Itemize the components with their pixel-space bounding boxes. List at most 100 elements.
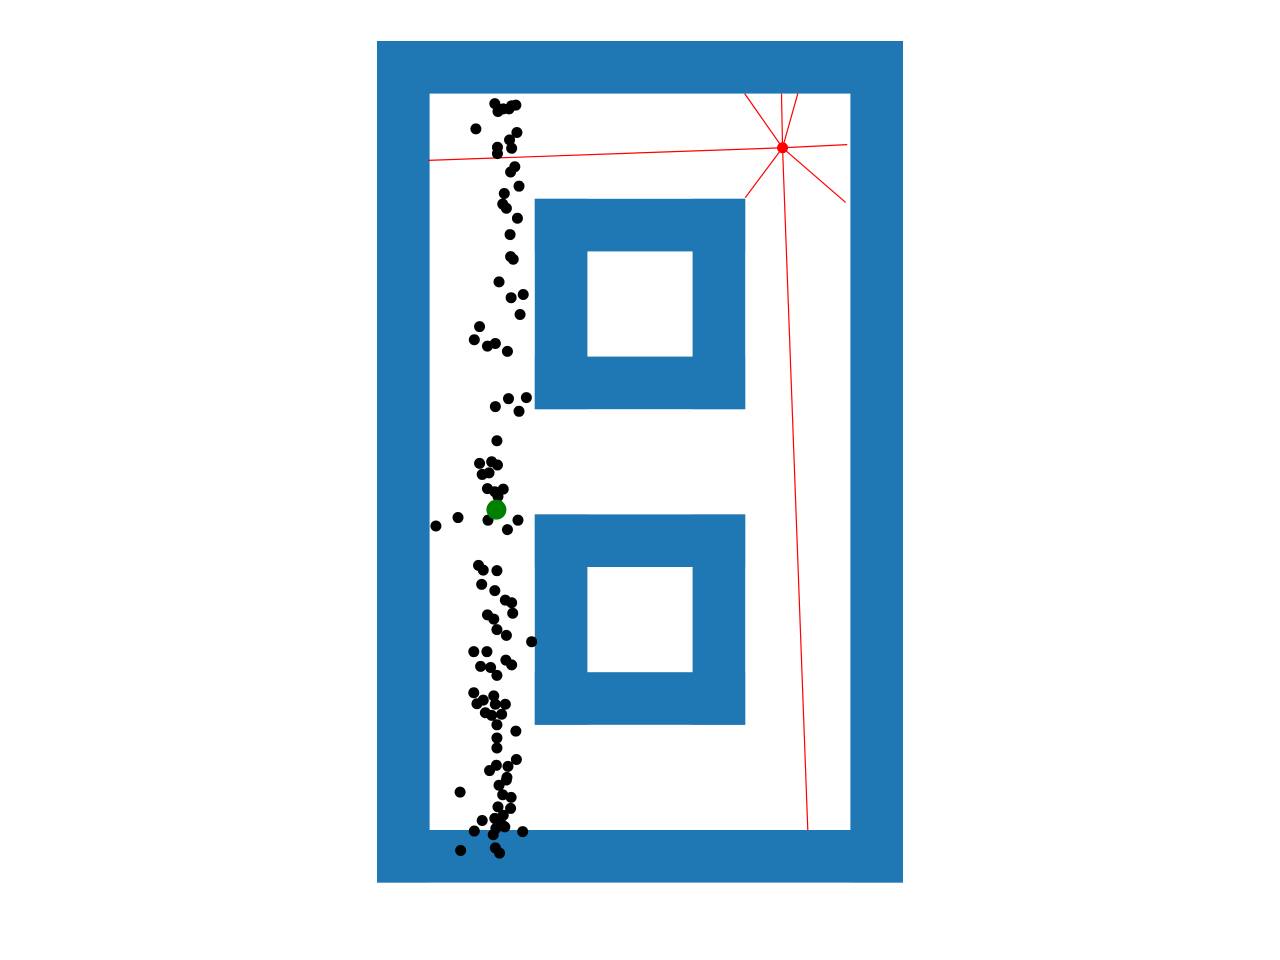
particle xyxy=(511,212,523,224)
particle xyxy=(489,337,501,349)
particle xyxy=(504,229,516,241)
particle xyxy=(477,694,489,706)
particle xyxy=(492,491,504,503)
particle xyxy=(491,459,503,471)
particle xyxy=(452,512,464,524)
particle xyxy=(496,708,508,720)
particle xyxy=(510,99,522,111)
particle xyxy=(526,636,538,648)
particle xyxy=(468,646,480,658)
particle xyxy=(470,123,482,135)
sensor-ray-8 xyxy=(744,93,784,149)
particle xyxy=(489,698,501,710)
sensor-ray-5 xyxy=(781,147,809,831)
particle xyxy=(475,660,487,672)
block-upper-left xyxy=(534,198,588,410)
particle xyxy=(430,520,442,532)
particle xyxy=(468,825,480,837)
particle xyxy=(488,690,500,702)
pose-estimate-marker xyxy=(486,499,507,520)
particle xyxy=(500,629,512,641)
particle xyxy=(492,105,504,117)
particle xyxy=(513,405,525,417)
particle xyxy=(509,161,521,173)
particle xyxy=(517,289,529,301)
particle xyxy=(468,334,480,346)
particle xyxy=(505,292,517,304)
particle xyxy=(492,801,504,813)
wall-top xyxy=(377,41,903,94)
particle xyxy=(491,565,503,577)
particle xyxy=(454,786,466,798)
particle xyxy=(491,719,503,731)
particle xyxy=(507,253,519,265)
particle xyxy=(491,624,503,636)
particle xyxy=(498,188,510,200)
wall-right xyxy=(850,41,903,883)
sensor-ray-3 xyxy=(782,144,848,149)
block-lower-right xyxy=(692,514,746,725)
markers xyxy=(486,142,789,520)
particle xyxy=(502,760,514,772)
particle xyxy=(497,789,509,801)
particle xyxy=(499,698,511,710)
particle xyxy=(489,585,501,597)
particle xyxy=(481,646,493,658)
particle xyxy=(504,134,516,146)
particle xyxy=(506,142,518,154)
particle xyxy=(520,392,532,404)
sensor-ray-4 xyxy=(782,147,847,203)
particle xyxy=(506,659,518,671)
particle xyxy=(500,774,512,786)
particle xyxy=(514,309,526,321)
particle xyxy=(474,321,486,333)
sensor-ray-2 xyxy=(781,93,799,148)
particle xyxy=(494,815,506,827)
particle xyxy=(512,514,524,526)
particle xyxy=(505,791,517,803)
particle xyxy=(501,524,513,536)
walls xyxy=(377,41,903,883)
particle xyxy=(484,765,496,777)
particle xyxy=(493,276,505,288)
particle xyxy=(483,467,495,479)
sensor-ray-7 xyxy=(428,147,783,162)
particles xyxy=(430,98,538,859)
sensor-ray-6 xyxy=(744,147,784,199)
particle xyxy=(511,127,523,139)
particle xyxy=(510,754,522,766)
sensor-rays xyxy=(428,93,848,831)
particle xyxy=(507,607,519,619)
particle xyxy=(477,564,489,576)
particle xyxy=(506,597,518,609)
robot-position-marker xyxy=(777,142,789,154)
particle xyxy=(517,826,529,838)
particle xyxy=(476,815,488,827)
particle xyxy=(494,847,506,859)
particle xyxy=(476,578,488,590)
particle xyxy=(510,725,522,737)
particle xyxy=(501,345,513,357)
particle xyxy=(489,401,501,413)
particle xyxy=(488,613,500,625)
particle xyxy=(491,669,503,681)
particle xyxy=(505,802,517,814)
particle xyxy=(491,148,503,160)
particle xyxy=(455,845,467,857)
particle xyxy=(491,435,503,447)
block-lower-left xyxy=(534,514,588,725)
particle xyxy=(491,732,503,744)
block-upper-right xyxy=(692,198,746,410)
wall-left xyxy=(377,41,430,883)
particle xyxy=(468,687,480,699)
particle xyxy=(513,180,525,192)
particle xyxy=(500,202,512,214)
particle xyxy=(486,709,498,721)
particle xyxy=(491,742,503,754)
wall-bottom xyxy=(377,830,903,883)
particle xyxy=(485,661,497,673)
particle xyxy=(503,393,514,405)
sensor-ray-1 xyxy=(780,93,784,148)
particle xyxy=(474,457,486,469)
